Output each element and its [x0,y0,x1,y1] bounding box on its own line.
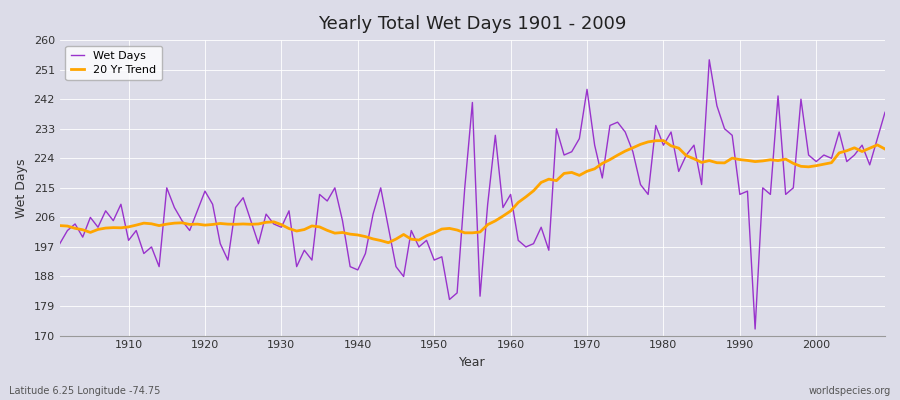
Line: 20 Yr Trend: 20 Yr Trend [59,140,885,243]
Wet Days [879,110,890,115]
Text: Latitude 6.25 Longitude -74.75: Latitude 6.25 Longitude -74.75 [9,386,160,396]
Wet Days [498,205,508,210]
20 Yr Trend [605,157,616,162]
20 Yr Trend [658,138,669,143]
Y-axis label: Wet Days: Wet Days [15,158,28,218]
Wet Days [54,241,65,246]
Wet Days [505,192,516,197]
20 Yr Trend [879,147,890,152]
Wet Days [597,176,608,180]
Wet Days [284,208,294,213]
20 Yr Trend [115,225,126,230]
20 Yr Trend [382,240,393,245]
Wet Days [329,186,340,190]
20 Yr Trend [284,226,294,231]
Legend: Wet Days, 20 Yr Trend: Wet Days, 20 Yr Trend [66,46,162,80]
20 Yr Trend [505,208,516,213]
20 Yr Trend [513,200,524,205]
X-axis label: Year: Year [459,356,486,369]
Title: Yearly Total Wet Days 1901 - 2009: Yearly Total Wet Days 1901 - 2009 [319,15,626,33]
Line: Wet Days: Wet Days [59,60,885,329]
Wet Days [115,202,126,207]
Wet Days [750,327,760,332]
20 Yr Trend [54,223,65,228]
Wet Days [704,58,715,62]
20 Yr Trend [329,231,340,236]
Text: worldspecies.org: worldspecies.org [809,386,891,396]
